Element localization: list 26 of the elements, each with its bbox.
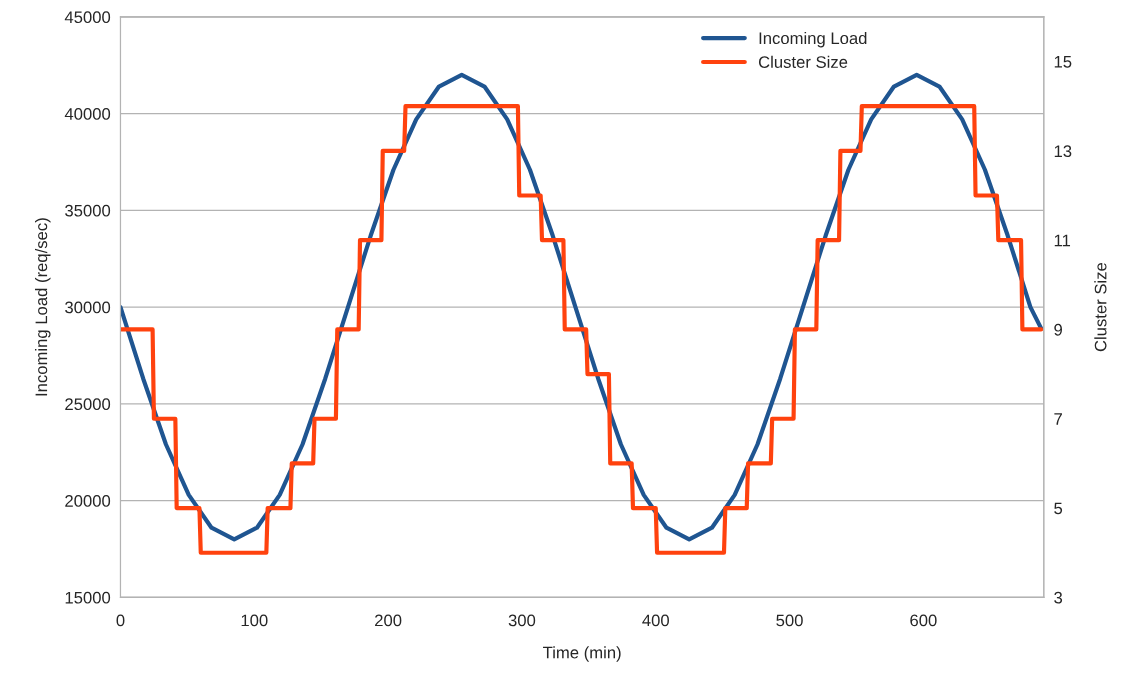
y-tick-label: 45000 xyxy=(64,11,111,24)
x-tick-label: 600 xyxy=(910,614,937,627)
legend-label: Incoming Load xyxy=(759,31,867,48)
x-tick-label: 400 xyxy=(642,614,669,627)
y-axis-title: Incoming Load (req/sec) xyxy=(34,218,51,396)
x-tick-label: 500 xyxy=(776,614,803,627)
y-tick-label: 30000 xyxy=(65,301,111,314)
y2-tick-label: 15 xyxy=(1054,56,1072,68)
y2-tick-label: 3 xyxy=(1054,591,1063,604)
y-tick-label: 35000 xyxy=(65,204,111,217)
x-tick-label: 100 xyxy=(241,614,268,627)
y2-tick-label: 7 xyxy=(1054,413,1062,425)
y-tick-label: 15000 xyxy=(65,591,111,604)
y-tick-label: 25000 xyxy=(65,398,111,411)
y2-tick-label: 9 xyxy=(1054,323,1062,336)
legend-label: Cluster Size xyxy=(758,55,848,68)
x-axis-title: Time (min) xyxy=(543,646,621,662)
y2-tick-label: 13 xyxy=(1054,145,1072,158)
y2-tick-label: 5 xyxy=(1054,502,1063,515)
y2-tick-label: 11 xyxy=(1054,234,1071,247)
x-tick-label: 300 xyxy=(508,614,536,627)
y2-axis-title: Cluster Size xyxy=(1094,262,1107,352)
y-tick-label: 20000 xyxy=(65,495,111,507)
y-tick-label: 40000 xyxy=(64,108,111,120)
x-tick-label: 200 xyxy=(375,614,402,627)
x-tick-label: 0 xyxy=(116,614,125,627)
